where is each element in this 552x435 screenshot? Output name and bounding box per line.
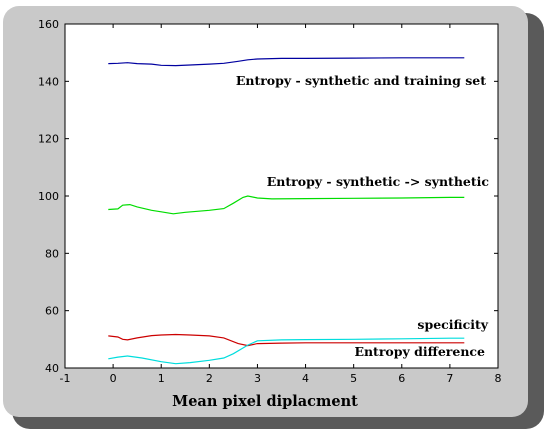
x-tick-label: 8 — [495, 372, 502, 385]
series-group — [108, 57, 465, 365]
x-tick-label: 5 — [350, 372, 357, 385]
annotation-entropy-difference: Entropy difference — [354, 344, 485, 359]
annotation-entropy-synthetic: Entropy - synthetic -> synthetic — [267, 174, 490, 189]
x-axis-label: Mean pixel diplacment — [172, 393, 358, 410]
y-tick-label: 40 — [45, 362, 59, 375]
series-line-entropy-difference — [108, 337, 465, 365]
annotation-specificity: specificity — [417, 317, 488, 332]
x-tick-label: 6 — [398, 372, 405, 385]
x-tick-label: 2 — [206, 372, 213, 385]
x-tick-label: -1 — [60, 372, 71, 385]
x-tick-label: 4 — [302, 372, 309, 385]
y-tick-label: 160 — [38, 18, 59, 31]
annotation-entropy-training: Entropy - synthetic and training set — [236, 73, 486, 88]
plot-area — [64, 23, 499, 369]
y-tick-label: 60 — [45, 305, 59, 318]
series-line-entropy-training — [108, 57, 465, 67]
series-line-specificity — [108, 333, 465, 347]
x-tick-label: 0 — [110, 372, 117, 385]
y-tick-label: 80 — [45, 247, 59, 260]
y-tick-label: 140 — [38, 75, 59, 88]
x-tick-label: 3 — [254, 372, 261, 385]
x-tick-label: 7 — [446, 372, 453, 385]
y-tick-label: 120 — [38, 133, 59, 146]
y-tick-label: 100 — [38, 190, 59, 203]
series-line-entropy-synthetic — [108, 195, 465, 215]
axis-ticks: -1 0 1 2 3 4 5 6 7 8 40 60 80 100 120 140 160 — [38, 18, 502, 385]
x-tick-label: 1 — [158, 372, 165, 385]
